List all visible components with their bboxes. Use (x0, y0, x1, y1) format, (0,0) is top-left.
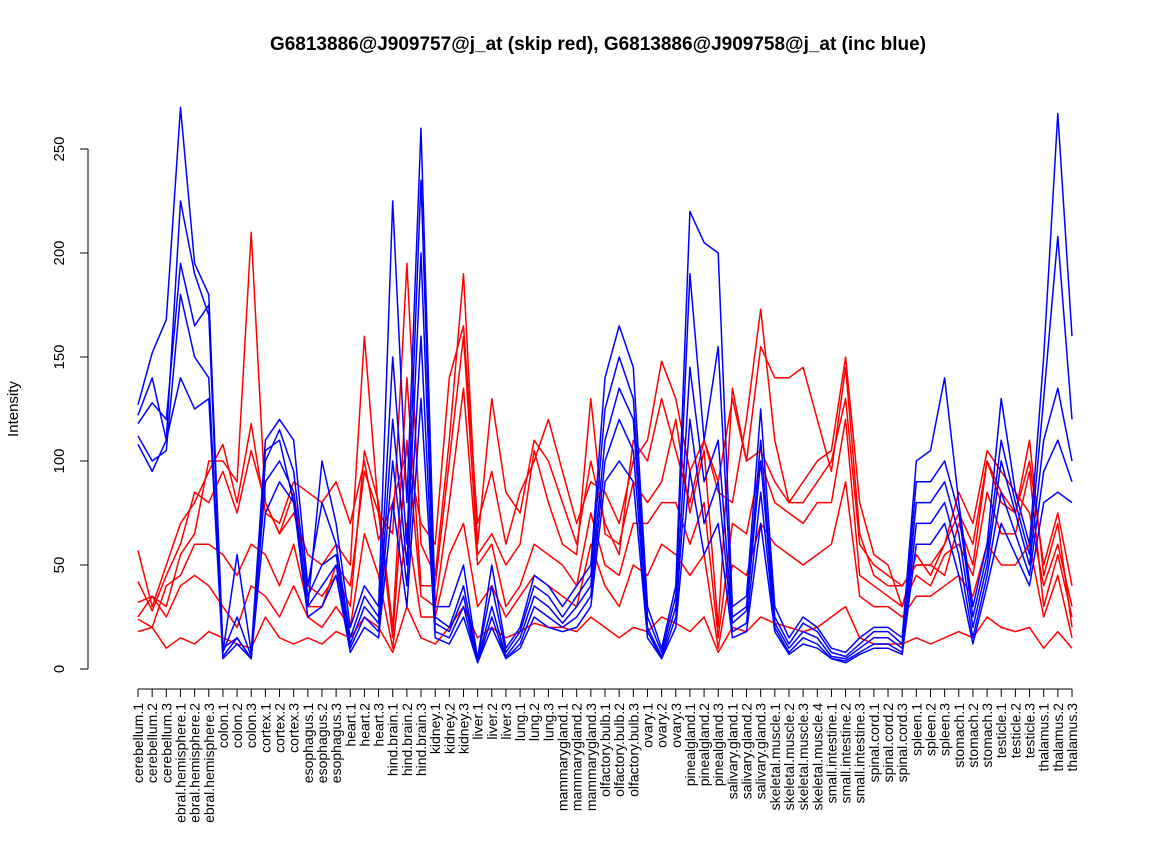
x-tick-label: skeletal.muscle.4 (809, 703, 825, 811)
x-tick-label: small.intestine.2 (838, 703, 854, 804)
y-tick-label: 200 (51, 240, 68, 265)
x-tick-label: ovary.1 (639, 703, 655, 748)
x-tick-label: hind.brain.3 (413, 703, 429, 776)
x-tick-label: liver.1 (470, 703, 486, 740)
x-tick-label: ebral.hemisphere.2 (187, 703, 203, 823)
x-tick-label: spleen.1 (908, 703, 924, 756)
x-tick-label: ebral.hemisphere.3 (201, 703, 217, 823)
x-tick-label: kidney.3 (455, 703, 471, 754)
x-tick-label: esophagus.1 (300, 703, 316, 783)
x-tick-label: cerebellum.1 (130, 703, 146, 783)
x-tick-label: mammarygland.3 (583, 703, 599, 811)
series-line (137, 179, 1073, 660)
x-tick-label: pinealgland.3 (710, 703, 726, 787)
series-lines (137, 106, 1073, 664)
x-tick-label: pinealgland.2 (696, 703, 712, 787)
x-tick-label: kidney.1 (427, 703, 443, 754)
x-tick-label: thalamus.2 (1050, 703, 1066, 772)
series-line (137, 387, 1073, 639)
x-tick-label: spleen.2 (922, 703, 938, 756)
x-tick-label: ovary.2 (654, 703, 670, 748)
y-axis-label: Intensity (5, 381, 22, 437)
x-tick-label: colon.1 (215, 703, 231, 748)
x-tick-label: mammarygland.1 (555, 703, 571, 811)
x-tick-label: skeletal.muscle.1 (767, 703, 783, 811)
x-tick-label: heart.2 (356, 703, 372, 747)
y-tick-label: 150 (51, 344, 68, 369)
series-line (137, 231, 1073, 629)
x-tick-label: testicle.3 (1022, 703, 1038, 758)
x-tick-label: salivary.gland.2 (739, 703, 755, 799)
x-tick-label: olfactory.bulb.3 (625, 703, 641, 797)
y-axis: 0 50 100 150 200 250 (51, 136, 89, 673)
x-tick-label: spinal.cord.3 (894, 703, 910, 783)
series-line (137, 481, 1073, 649)
x-tick-label: cortex.2 (272, 703, 288, 753)
series-line (137, 252, 1073, 662)
x-tick-label: esophagus.3 (328, 703, 344, 783)
x-tick-label: thalamus.3 (1064, 703, 1080, 772)
x-tick-label: small.intestine.1 (823, 703, 839, 804)
x-tick-label: cerebellum.3 (158, 703, 174, 783)
x-tick-label: lung.2 (526, 703, 542, 741)
chart-title: G6813886@J909757@j_at (skip red), G68138… (270, 34, 926, 55)
x-tick-label: hind.brain.2 (399, 703, 415, 776)
x-tick-label: lung.1 (512, 703, 528, 741)
x-tick-label: pinealgland.1 (682, 703, 698, 787)
x-tick-label: spinal.cord.2 (880, 703, 896, 783)
series-line (137, 308, 1073, 608)
x-tick-label: olfactory.bulb.1 (597, 703, 613, 797)
x-tick-label: small.intestine.3 (852, 703, 868, 804)
x-tick-label: cerebellum.2 (144, 703, 160, 783)
y-tick-label: 100 (51, 448, 68, 473)
y-tick-label: 50 (51, 557, 68, 574)
x-tick-label: testicle.2 (1007, 703, 1023, 758)
series-line (137, 106, 1073, 660)
x-tick-label: salivary.gland.1 (724, 703, 740, 799)
x-tick-label: lung.3 (540, 703, 556, 741)
y-tick-label: 250 (51, 136, 68, 161)
x-tick-label: cortex.1 (257, 703, 273, 753)
series-line (137, 293, 1073, 664)
x-tick-label: hind.brain.1 (385, 703, 401, 776)
x-tick-label: spleen.3 (937, 703, 953, 756)
x-tick-label: stomach.2 (965, 703, 981, 768)
x-tick-label: skeletal.muscle.2 (781, 703, 797, 811)
x-tick-label: olfactory.bulb.2 (611, 703, 627, 797)
x-tick-label: ebral.hemisphere.1 (172, 703, 188, 823)
x-tick-label: ovary.3 (668, 703, 684, 748)
x-tick-label: colon.3 (243, 703, 259, 748)
x-tick-label: skeletal.muscle.3 (795, 703, 811, 811)
x-axis: cerebellum.1cerebellum.2cerebellum.3ebra… (130, 688, 1080, 823)
x-tick-label: liver.2 (484, 703, 500, 740)
x-tick-label: stomach.3 (979, 703, 995, 768)
x-tick-label: colon.2 (229, 703, 245, 748)
x-tick-label: spinal.cord.1 (866, 703, 882, 783)
x-tick-label: salivary.gland.3 (753, 703, 769, 799)
x-tick-label: esophagus.2 (314, 703, 330, 783)
x-tick-label: liver.3 (498, 703, 514, 740)
x-tick-label: testicle.1 (993, 703, 1009, 758)
x-tick-label: heart.1 (342, 703, 358, 747)
x-tick-label: thalamus.1 (1036, 703, 1052, 772)
series-line (137, 377, 1073, 664)
series-line (137, 605, 1073, 654)
x-tick-label: heart.3 (371, 703, 387, 747)
x-tick-label: kidney.2 (441, 703, 457, 754)
x-tick-label: cortex.3 (286, 703, 302, 753)
y-tick-label: 0 (51, 665, 68, 673)
x-tick-label: mammarygland.2 (569, 703, 585, 811)
x-tick-label: stomach.1 (951, 703, 967, 768)
